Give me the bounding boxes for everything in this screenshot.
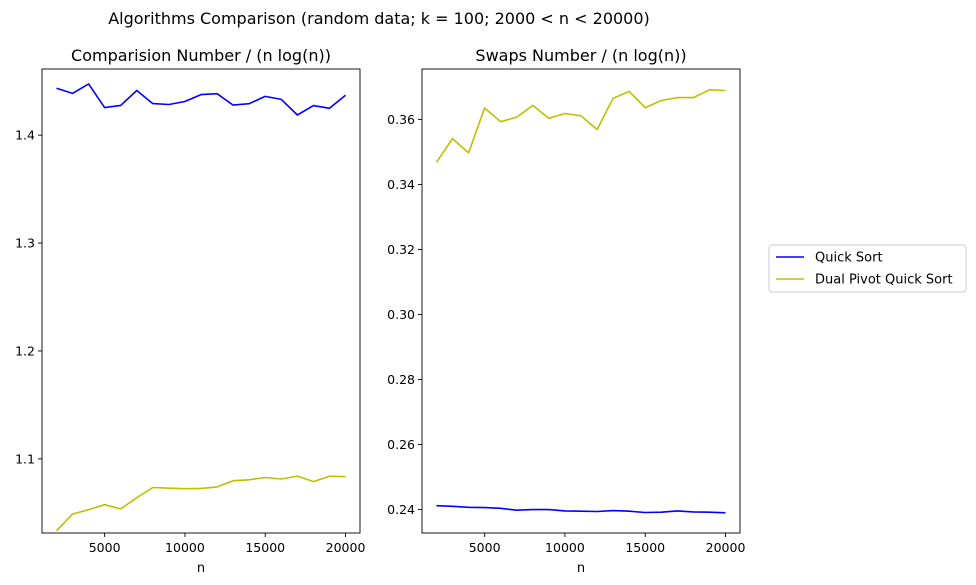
figure-suptitle: Algorithms Comparison (random data; k = …	[108, 9, 650, 28]
y-tick-label: 1.2	[15, 343, 35, 358]
x-tick-label: 15000	[625, 540, 665, 555]
x-tick-label: 10000	[545, 540, 585, 555]
series-line-dual-pivot-quick-sort	[435, 89, 726, 163]
chart-panel-2: Swaps Number / (n log(n)) 5000 10000 15000 2…	[387, 46, 745, 576]
series-line-quick-sort	[436, 504, 726, 514]
legend: Quick Sort Dual Pivot Quick Sort	[768, 244, 967, 293]
y-tick-label: 1.3	[15, 236, 35, 251]
x-tick-label: 5000	[89, 540, 121, 555]
x-tick-label: 20000	[706, 540, 746, 555]
y-tick-label: 0.32	[387, 242, 415, 257]
y-tick-label: 1.1	[15, 451, 35, 466]
x-tick-label: 10000	[165, 540, 205, 555]
legend-frame	[768, 244, 967, 293]
x-tick-label: 5000	[469, 540, 501, 555]
x-axis-label: n	[197, 561, 205, 576]
chart-title: Swaps Number / (n log(n))	[475, 46, 686, 65]
x-tick-label: 15000	[245, 540, 285, 555]
y-tick-label: 0.36	[387, 112, 415, 127]
y-tick-label: 0.24	[387, 502, 415, 517]
y-tick-label: 1.4	[15, 128, 35, 143]
axes-frame	[41, 68, 361, 534]
legend-entry-label: Quick Sort	[815, 251, 883, 266]
y-tick-label: 0.28	[387, 372, 415, 387]
y-tick-label: 0.34	[387, 177, 415, 192]
axes-frame	[421, 68, 741, 534]
y-tick-label: 0.26	[387, 437, 415, 452]
x-tick-label: 20000	[326, 540, 366, 555]
y-tick-label: 0.30	[387, 307, 415, 322]
chart-title: Comparision Number / (n log(n))	[71, 46, 331, 65]
chart-panels: Comparision Number / (n log(n)) 5000 10000…	[15, 46, 745, 576]
legend-entry-label: Dual Pivot Quick Sort	[815, 273, 953, 288]
series-line-dual-pivot-quick-sort	[55, 475, 346, 532]
chart-panel-1: Comparision Number / (n log(n)) 5000 10000…	[15, 46, 365, 576]
x-axis-label: n	[577, 561, 585, 576]
series-line-quick-sort	[56, 83, 347, 116]
